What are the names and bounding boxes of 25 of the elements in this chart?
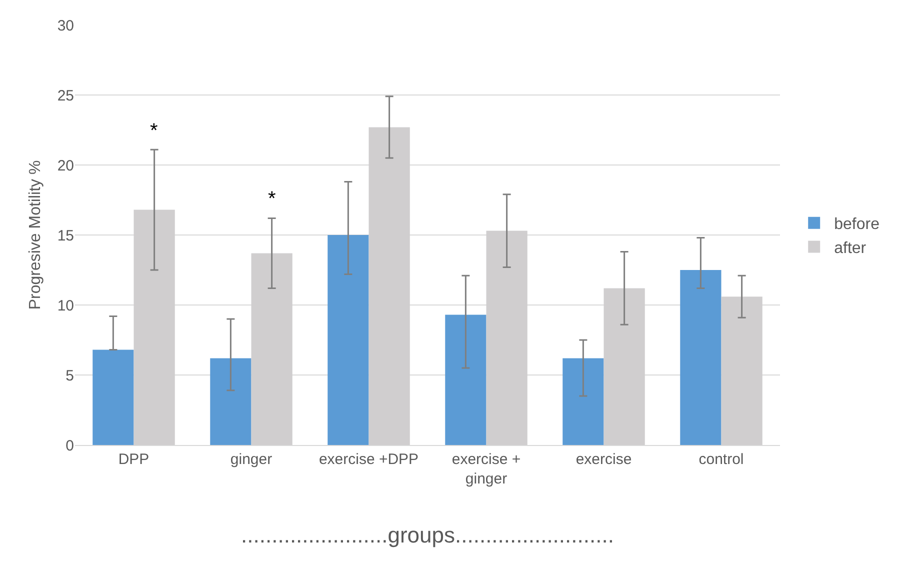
x-tick-label: DPP <box>118 451 150 468</box>
x-tick-label: exercise <box>576 451 632 468</box>
x-axis-title: ........................groups.......................... <box>241 522 614 548</box>
y-tick-label: 15 <box>57 227 74 244</box>
x-tick-label: exercise + ginger <box>452 451 521 488</box>
bar <box>328 235 369 445</box>
y-tick-label: 30 <box>57 17 74 34</box>
y-tick-label: 25 <box>57 87 74 104</box>
y-tick-label: 0 <box>66 437 74 454</box>
annotation: * <box>268 188 276 210</box>
bar <box>680 270 722 445</box>
legend-label: after <box>834 240 867 257</box>
x-tick-label: control <box>698 451 744 468</box>
annotation: * <box>150 120 158 142</box>
bar <box>445 314 486 445</box>
x-tick-label: exercise +DPP <box>318 451 419 468</box>
bar <box>210 358 252 445</box>
y-axis-title: Progresive Motility % <box>27 160 44 310</box>
y-tick-label: 20 <box>57 157 74 174</box>
legend-label: before <box>834 216 880 234</box>
y-tick-label: 5 <box>66 367 74 384</box>
x-tick-label: ginger <box>230 451 272 468</box>
y-tick-label: 10 <box>57 297 74 314</box>
bar <box>562 358 604 445</box>
bar <box>92 350 134 445</box>
